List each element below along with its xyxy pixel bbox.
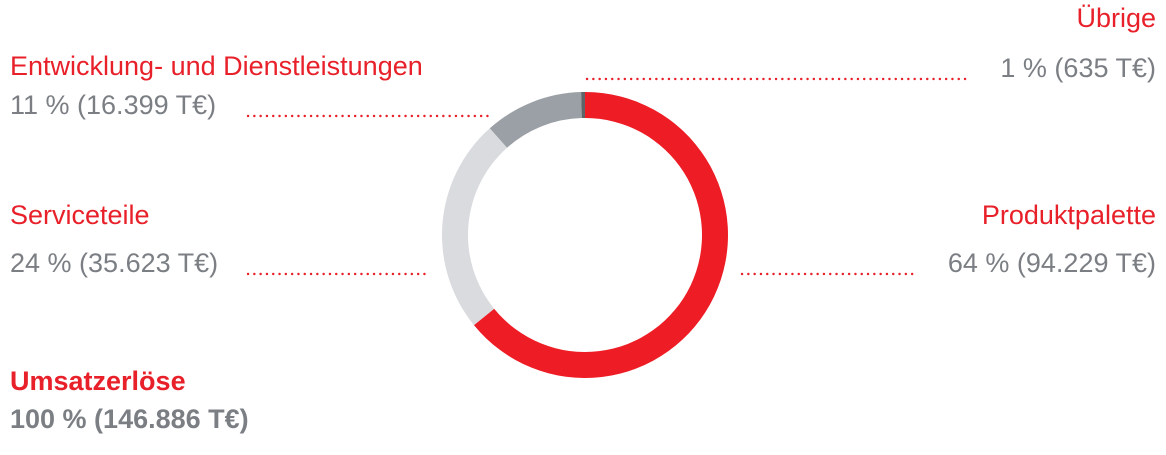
value-label: 1 % (635 T€) bbox=[1000, 53, 1156, 83]
donut-segment bbox=[581, 92, 585, 119]
category-label: Übrige bbox=[1076, 3, 1156, 33]
category-label: Serviceteile bbox=[10, 200, 150, 230]
value-label: 11 % (16.399 T€) bbox=[10, 90, 216, 120]
category-label: Produktpalette bbox=[982, 200, 1156, 230]
category-label: Entwicklung- und Dienstleistungen bbox=[10, 51, 423, 81]
total-value-label: 100 % (146.886 T€) bbox=[10, 404, 249, 434]
total-name: Umsatzerlöse bbox=[10, 366, 186, 396]
value-label: 64 % (94.229 T€) bbox=[948, 248, 1156, 278]
donut-segment bbox=[489, 92, 582, 148]
value-label: 24 % (35.623 T€) bbox=[10, 248, 218, 278]
donut-segment bbox=[442, 128, 508, 326]
donut-segment bbox=[473, 92, 729, 379]
